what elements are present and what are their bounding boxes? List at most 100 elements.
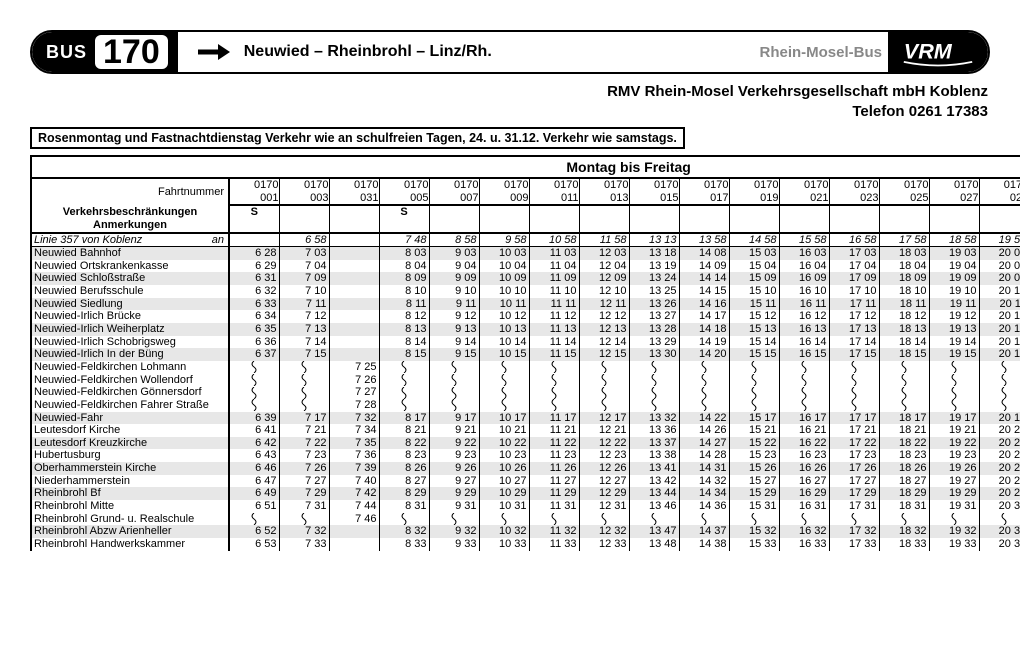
- stop-row: Neuwied-Fahr6 397 177 328 179 1710 1711 …: [31, 412, 1020, 425]
- time-cell: 16 31: [779, 500, 829, 513]
- pass-through: [879, 361, 929, 374]
- days-heading: Montag bis Freitag: [229, 156, 1020, 178]
- trip-num: 009: [479, 192, 529, 206]
- pass-through: [579, 399, 629, 412]
- time-cell: 11 58: [579, 233, 629, 247]
- time-cell: 17 03: [829, 247, 879, 260]
- restriction-cell: [479, 205, 529, 219]
- time-cell: 9 26: [429, 462, 479, 475]
- time-cell: 17 10: [829, 285, 879, 298]
- restriction-cell: [579, 205, 629, 219]
- time-cell: 20 14: [979, 336, 1020, 349]
- time-cell: 8 10: [379, 285, 429, 298]
- stop-name: Rheinbrohl Grund- u. Realschule: [31, 513, 229, 526]
- time-cell: 16 09: [779, 272, 829, 285]
- time-cell: 15 03: [729, 247, 779, 260]
- time-cell: 17 22: [829, 437, 879, 450]
- time-cell: 7 32: [329, 412, 379, 425]
- time-cell: 12 27: [579, 475, 629, 488]
- restriction-cell: [779, 205, 829, 219]
- time-cell: 9 31: [429, 500, 479, 513]
- stop-name: Neuwied-Irlich In der Büng: [31, 348, 229, 361]
- time-cell: 9 29: [429, 487, 479, 500]
- pass-through: [829, 399, 879, 412]
- stop-row: Neuwied-Feldkirchen Lohmann7 25: [31, 361, 1020, 374]
- pass-through: [629, 399, 679, 412]
- time-cell: 20 10: [979, 285, 1020, 298]
- pass-through: [379, 386, 429, 399]
- time-cell: 18 09: [879, 272, 929, 285]
- time-cell: 9 12: [429, 310, 479, 323]
- pass-through: [879, 386, 929, 399]
- pass-through: [979, 399, 1020, 412]
- pass-through: [729, 513, 779, 526]
- remark-cell: [279, 219, 329, 233]
- time-cell: 20 13: [979, 323, 1020, 336]
- restriction-cell: [729, 205, 779, 219]
- time-cell: 13 38: [629, 449, 679, 462]
- stop-name: Neuwied Berufsschule: [31, 285, 229, 298]
- time-cell: 15 14: [729, 336, 779, 349]
- time-cell: 14 22: [679, 412, 729, 425]
- time-cell: 19 03: [929, 247, 979, 260]
- trip-num: 013: [579, 192, 629, 206]
- time-cell: 10 14: [479, 336, 529, 349]
- time-cell: 8 23: [379, 449, 429, 462]
- time-cell: 7 04: [279, 260, 329, 273]
- time-cell: 18 03: [879, 247, 929, 260]
- restriction-cell: [279, 205, 329, 219]
- pass-through: [829, 386, 879, 399]
- time-cell: 14 19: [679, 336, 729, 349]
- trip-code: 0170: [579, 178, 629, 192]
- time-cell: 20 12: [979, 310, 1020, 323]
- time-cell: 13 42: [629, 475, 679, 488]
- time-cell: 9 22: [429, 437, 479, 450]
- pass-through: [929, 386, 979, 399]
- time-cell: 7 09: [279, 272, 329, 285]
- trip-code: 0170: [779, 178, 829, 192]
- trip-num: 019: [729, 192, 779, 206]
- route-number-box: 170: [95, 35, 168, 69]
- pass-through: [979, 374, 1020, 387]
- time-cell: 7 15: [279, 348, 329, 361]
- time-cell: 10 31: [479, 500, 529, 513]
- restriction-cell: S: [229, 205, 279, 219]
- stop-name: Neuwied-Irlich Brücke: [31, 310, 229, 323]
- stop-name: Neuwied-Feldkirchen Lohmann: [31, 361, 229, 374]
- time-cell: 16 15: [779, 348, 829, 361]
- time-cell: 13 32: [629, 412, 679, 425]
- time-cell: 20 23: [979, 449, 1020, 462]
- header-pill: BUS 170 Neuwied – Rheinbrohl – Linz/Rh. …: [30, 30, 990, 74]
- pass-through: [379, 399, 429, 412]
- time-cell: 19 29: [929, 487, 979, 500]
- pass-through: [579, 386, 629, 399]
- time-cell: 20 11: [979, 298, 1020, 311]
- pass-through: [479, 374, 529, 387]
- time-cell: 8 14: [379, 336, 429, 349]
- trip-code-row: Fahrtnummer01700170017001700170017001700…: [31, 178, 1020, 192]
- time-cell: 7 26: [279, 462, 329, 475]
- time-cell: 11 23: [529, 449, 579, 462]
- stop-name: Hubertusburg: [31, 449, 229, 462]
- time-cell: 8 58: [429, 233, 479, 247]
- time-cell: 20 03: [979, 247, 1020, 260]
- time-cell: 18 29: [879, 487, 929, 500]
- time-cell: 15 31: [729, 500, 779, 513]
- pass-through: [279, 361, 329, 374]
- time-cell: 20 04: [979, 260, 1020, 273]
- stop-name: Leutesdorf Kreuzkirche: [31, 437, 229, 450]
- time-cell: 17 14: [829, 336, 879, 349]
- time-cell: 12 10: [579, 285, 629, 298]
- time-cell: 7 03: [279, 247, 329, 260]
- time-cell: 13 28: [629, 323, 679, 336]
- time-cell: [329, 247, 379, 260]
- stop-row: Neuwied Ortskrankenkasse6 297 048 049 04…: [31, 260, 1020, 273]
- stop-row: Neuwied-Irlich In der Büng6 377 158 159 …: [31, 348, 1020, 361]
- time-cell: 11 14: [529, 336, 579, 349]
- time-cell: 14 17: [679, 310, 729, 323]
- time-cell: 9 14: [429, 336, 479, 349]
- time-cell: [329, 298, 379, 311]
- pass-through: [229, 374, 279, 387]
- time-cell: 17 58: [879, 233, 929, 247]
- time-cell: 20 27: [979, 475, 1020, 488]
